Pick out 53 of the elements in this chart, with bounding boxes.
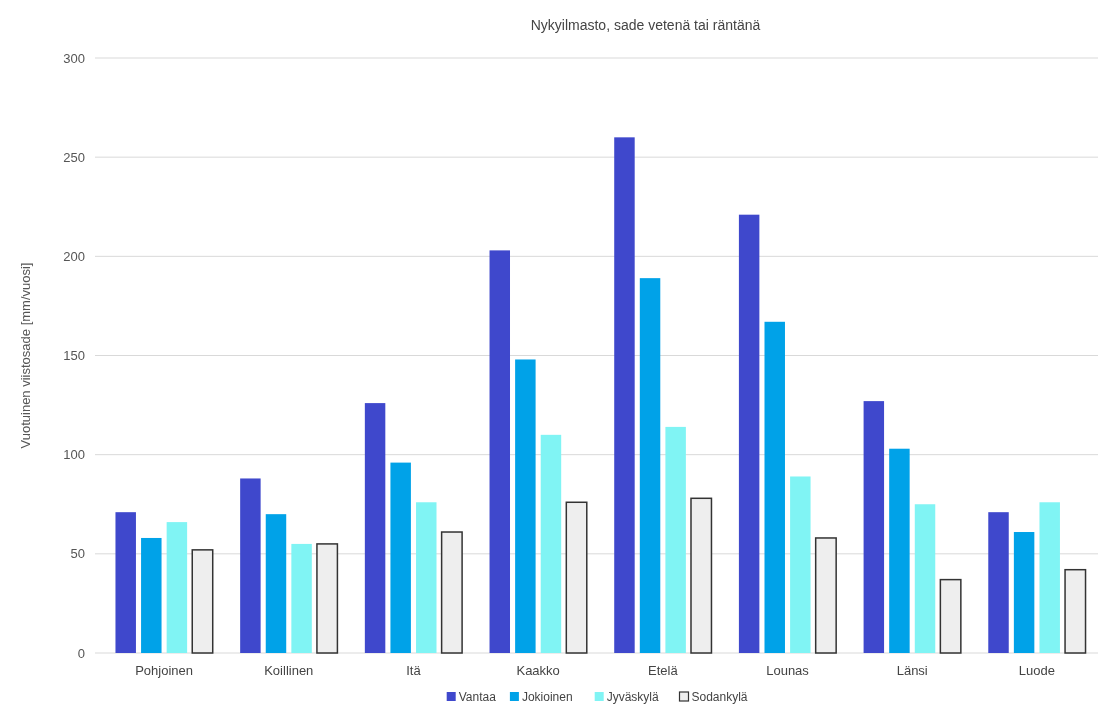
bar [291,543,312,653]
bar [738,214,760,653]
bar [1013,532,1035,653]
bar [489,250,510,653]
x-tick-label: Koillinen [264,663,314,678]
bar [115,512,136,653]
legend-label: Jyväskylä [606,690,660,704]
bar [665,426,686,653]
bar [764,321,785,653]
bar [814,537,837,654]
x-tick-label: Itä [406,663,422,678]
y-tick-label: 200 [63,248,85,264]
bar [565,501,588,654]
bar [141,537,162,653]
bar [240,478,261,653]
bar [690,497,713,654]
bar [515,359,536,653]
bar [316,543,339,654]
bar [988,512,1009,653]
legend-label: Jokioinen [521,690,573,704]
y-tick-label: 150 [63,348,85,364]
bar [265,514,287,653]
x-tick-label: Länsi [896,663,928,678]
bar [914,504,936,653]
chart-title: Nykyilmasto, sade vetenä tai räntänä [530,17,761,33]
bar [540,434,562,653]
bar [191,549,214,654]
bar [390,462,411,653]
y-axis-title: Vuotuinen viistosade [mm/vuosi] [18,262,33,449]
bar [1039,502,1060,653]
x-tick-label: Kaakko [516,663,560,678]
y-tick-label: 100 [63,447,85,463]
x-tick-label: Lounas [766,663,810,678]
x-tick-label: Luode [1018,663,1055,678]
y-tick-label: 50 [70,546,85,562]
bar [790,476,811,653]
bar [889,448,910,653]
bar [364,403,386,653]
bar [939,578,962,654]
legend-label: Vantaa [458,690,497,704]
y-tick-label: 0 [77,645,85,661]
bar [416,502,437,653]
y-tick-label: 300 [63,50,85,66]
bar [639,278,661,653]
bar [863,401,885,653]
bar [614,137,635,653]
bar [166,522,188,653]
y-tick-label: 250 [63,149,85,165]
x-tick-label: Pohjoinen [135,663,194,678]
bar [1064,568,1087,654]
x-tick-label: Etelä [648,663,679,678]
bar [440,531,463,654]
legend-label: Sodankylä [691,690,748,704]
